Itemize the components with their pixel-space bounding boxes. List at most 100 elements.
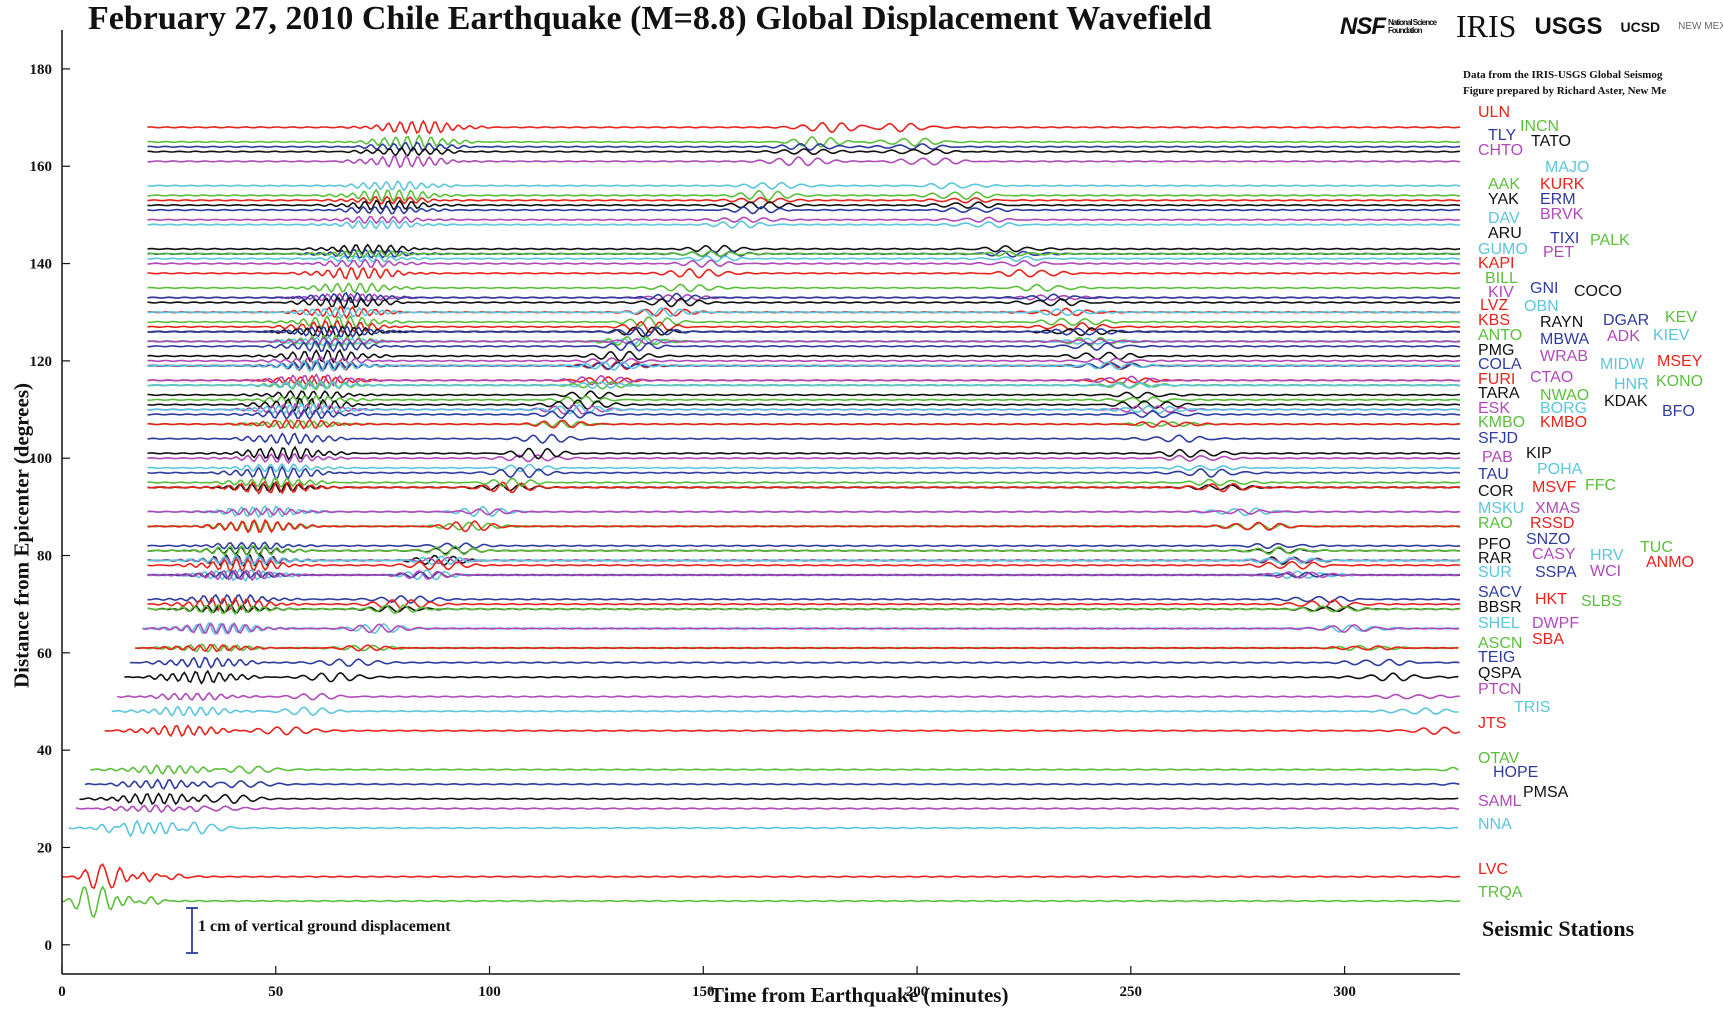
scale-bar-label: 1 cm of vertical ground displacement xyxy=(198,918,451,935)
station-label-furi: FURI xyxy=(1478,371,1515,388)
trace-otav xyxy=(90,763,1459,776)
station-label-incn: INCN xyxy=(1520,118,1559,135)
trace-kip xyxy=(147,445,1461,462)
trace-wrab xyxy=(147,355,1461,367)
trace-dgar xyxy=(147,324,1461,339)
station-label-palk: PALK xyxy=(1590,232,1630,249)
station-label-kbs: KBS xyxy=(1478,312,1510,329)
station-label-tato: TATO xyxy=(1531,133,1571,150)
trace-wci xyxy=(147,568,1461,582)
trace-rssd xyxy=(147,518,1461,534)
station-label-ctao: CTAO xyxy=(1530,369,1573,386)
station-label-borg: BORG xyxy=(1540,400,1587,417)
station-label-tau: TAU xyxy=(1478,466,1509,483)
station-label-rar: RAR xyxy=(1478,550,1512,567)
trace-gni xyxy=(147,291,1461,304)
logo-strip: NSF National Science Foundation IRIS USGS… xyxy=(1340,8,1723,60)
trace-hnr xyxy=(147,380,1461,390)
station-label-ffc: FFC xyxy=(1585,477,1616,494)
trace-mbwa xyxy=(147,339,1461,353)
trace-kbs xyxy=(147,319,1461,335)
trace-pmg xyxy=(147,348,1461,364)
iris-logo: IRIS xyxy=(1456,8,1517,44)
station-label-bfo: BFO xyxy=(1662,403,1695,420)
trace-hkt xyxy=(147,596,1461,612)
trace-lvc xyxy=(61,863,1461,890)
trace-midw xyxy=(147,359,1461,373)
trace-bfo xyxy=(147,408,1461,421)
station-label-dgar: DGAR xyxy=(1603,312,1649,329)
station-label-sfjd: SFJD xyxy=(1478,430,1518,447)
trace-slbs xyxy=(147,602,1461,616)
station-label-anto: ANTO xyxy=(1478,327,1522,344)
trace-tuc xyxy=(147,544,1460,558)
station-label-anmo: ANMO xyxy=(1646,554,1694,571)
trace-snzo xyxy=(147,541,1461,551)
station-label-midw: MIDW xyxy=(1600,356,1645,373)
station-label-rayn: RAYN xyxy=(1540,314,1583,331)
trace-hrv xyxy=(147,554,1461,567)
trace-ptcn xyxy=(117,691,1460,702)
station-label-lvz: LVZ xyxy=(1480,297,1508,314)
station-label-jts: JTS xyxy=(1478,715,1506,732)
station-label-wci: WCI xyxy=(1590,563,1621,580)
chart-title: February 27, 2010 Chile Earthquake (M=8.… xyxy=(88,0,1212,37)
trace-kev xyxy=(147,315,1461,330)
trace-obn xyxy=(147,306,1461,319)
y-tick-label: 140 xyxy=(30,257,53,273)
station-label-kmbo: KMBO xyxy=(1540,414,1587,431)
x-tick-label: 200 xyxy=(906,984,929,1000)
station-label-kdak: KDAK xyxy=(1604,393,1648,410)
trace-poha xyxy=(147,462,1461,473)
station-label-bill: BILL xyxy=(1485,270,1518,287)
station-label-kapi: KAPI xyxy=(1478,255,1514,272)
trace-trqa xyxy=(61,885,1461,919)
x-tick-label: 300 xyxy=(1333,984,1356,1000)
trace-group xyxy=(61,119,1461,919)
y-tick-label: 160 xyxy=(30,159,53,175)
station-label-tixi: TIXI xyxy=(1550,230,1579,247)
trace-sacv xyxy=(147,593,1460,606)
trace-tara xyxy=(147,389,1461,401)
nsf-logo: NSF National Science Foundation xyxy=(1340,12,1437,40)
station-label-tris: TRIS xyxy=(1514,699,1550,716)
station-label-pfo: PFO xyxy=(1478,536,1511,553)
station-label-hrv: HRV xyxy=(1590,547,1624,564)
nm-tech-logo: NEW MEXICO TECH xyxy=(1678,21,1723,32)
station-label-sur: SUR xyxy=(1478,564,1512,581)
station-label-gumo: GUMO xyxy=(1478,241,1528,258)
y-tick-label: 20 xyxy=(37,840,52,856)
x-tick-label: 250 xyxy=(1120,984,1143,1000)
credits-line-2: Figure prepared by Richard Aster, New Me xyxy=(1463,85,1667,97)
station-label-xmas: XMAS xyxy=(1535,500,1580,517)
axes: 0 50 100 150 200 250 300 0 20 40 60 80 100 120 140 160 1… xyxy=(30,30,1460,1000)
station-label-dav: DAV xyxy=(1488,210,1520,227)
station-label-yak: YAK xyxy=(1488,191,1519,208)
station-label-shel: SHEL xyxy=(1478,615,1520,632)
x-tick-label: 150 xyxy=(692,984,715,1000)
trace-aak xyxy=(147,188,1461,203)
station-label-nna: NNA xyxy=(1478,816,1512,833)
trace-pmsa xyxy=(79,792,1459,806)
station-label-mbwa: MBWA xyxy=(1540,331,1590,348)
station-label-trqa: TRQA xyxy=(1478,884,1523,901)
station-label-msey: MSEY xyxy=(1657,353,1703,370)
trace-chto xyxy=(147,153,1461,169)
station-label-sspa: SSPA xyxy=(1535,564,1577,581)
trace-uln xyxy=(147,119,1461,135)
scale-bar xyxy=(186,907,198,954)
station-label-brvk: BRVK xyxy=(1540,206,1584,223)
y-tick-label: 120 xyxy=(30,354,53,370)
station-label-teig: TEIG xyxy=(1478,649,1515,666)
station-label-kip: KIP xyxy=(1526,445,1552,462)
trace-teig xyxy=(129,656,1460,670)
x-tick-label: 0 xyxy=(58,984,66,1000)
trace-tris xyxy=(111,705,1459,717)
trace-dav xyxy=(147,219,1461,230)
station-label-majo: MAJO xyxy=(1545,159,1589,176)
station-label-hnr: HNR xyxy=(1614,376,1649,393)
trace-hope xyxy=(84,778,1460,791)
station-label-cor: COR xyxy=(1478,483,1514,500)
trace-aru xyxy=(147,243,1461,255)
trace-adk xyxy=(147,337,1461,346)
